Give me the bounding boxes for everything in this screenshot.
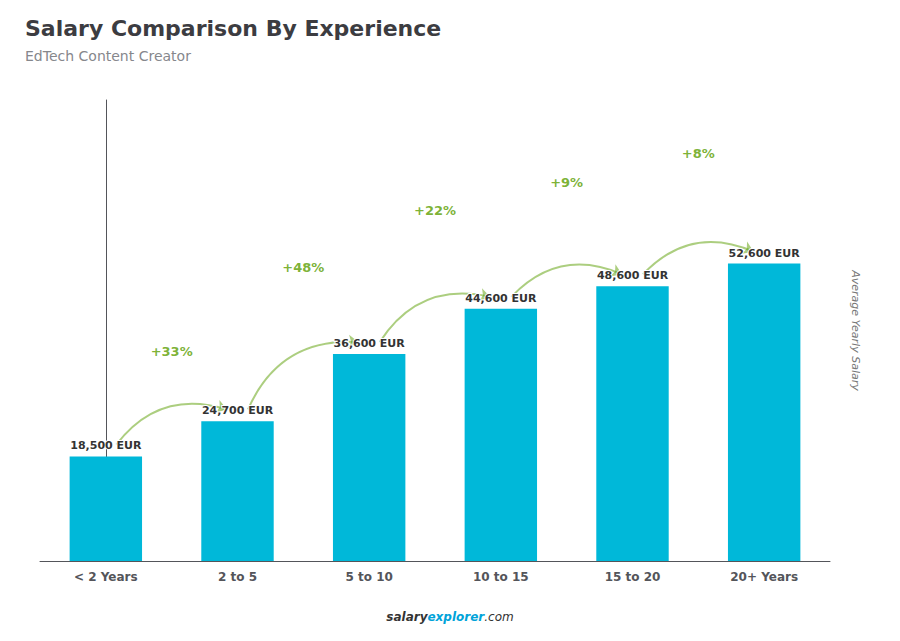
svg-text:Salary Comparison By Experienc: Salary Comparison By Experience — [25, 16, 441, 41]
svg-text:salary: salary — [386, 610, 428, 624]
svg-text:.com: .com — [484, 610, 513, 624]
svg-text:+8%: +8% — [682, 146, 715, 161]
svg-text:15 to 20: 15 to 20 — [605, 570, 661, 584]
svg-text:20+ Years: 20+ Years — [730, 570, 798, 584]
svg-text:5 to 10: 5 to 10 — [345, 570, 392, 584]
svg-text:explorer: explorer — [427, 610, 485, 624]
svg-text:2 to 5: 2 to 5 — [218, 570, 257, 584]
svg-text:Average Yearly Salary: Average Yearly Salary — [849, 269, 862, 391]
svg-text:+22%: +22% — [414, 203, 456, 218]
svg-text:+48%: +48% — [282, 260, 324, 275]
svg-text:36,600 EUR: 36,600 EUR — [334, 337, 406, 350]
svg-text:+9%: +9% — [550, 175, 583, 190]
svg-text:< 2 Years: < 2 Years — [74, 570, 138, 584]
svg-text:18,500 EUR: 18,500 EUR — [70, 439, 142, 452]
svg-text:48,600 EUR: 48,600 EUR — [597, 269, 669, 282]
svg-text:24,700 EUR: 24,700 EUR — [202, 404, 274, 417]
svg-text:+33%: +33% — [151, 344, 193, 359]
svg-text:52,600 EUR: 52,600 EUR — [729, 247, 801, 260]
svg-text:EdTech Content Creator: EdTech Content Creator — [25, 48, 191, 64]
svg-text:10 to 15: 10 to 15 — [473, 570, 529, 584]
svg-text:44,600 EUR: 44,600 EUR — [465, 292, 537, 305]
